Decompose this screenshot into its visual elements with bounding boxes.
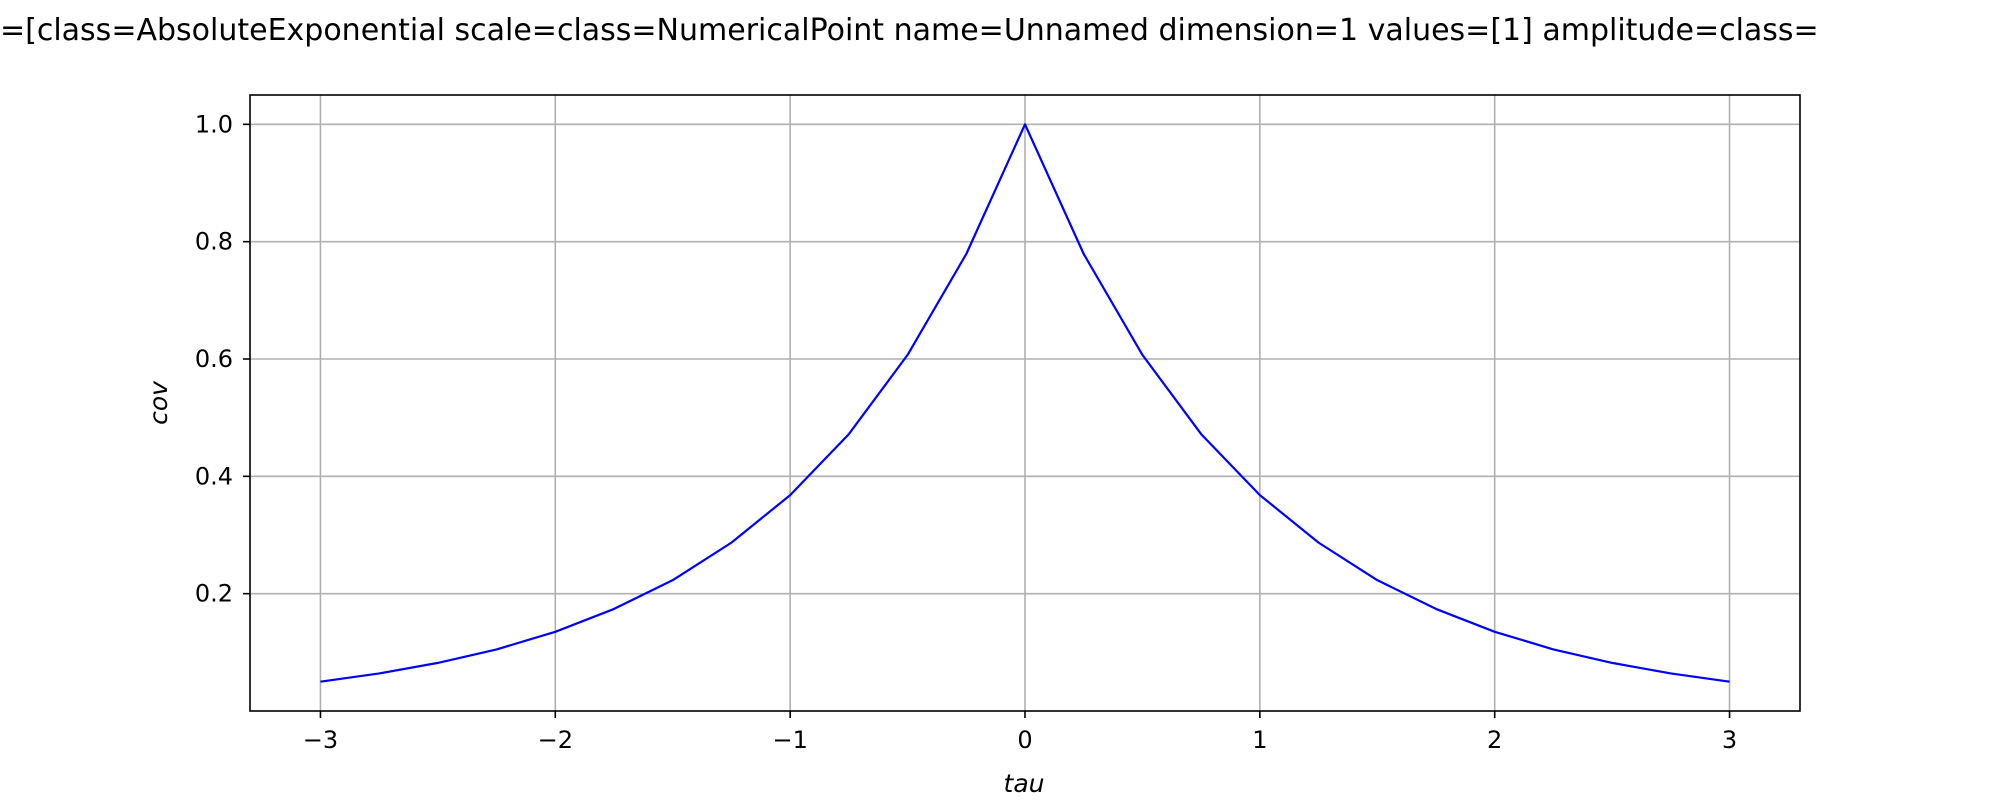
x-tick-label: 2: [1487, 726, 1502, 754]
data-point: [1728, 681, 1730, 683]
x-axis-label: tau: [1004, 769, 1045, 798]
data-point: [1083, 253, 1085, 255]
x-tick-label: −3: [303, 726, 338, 754]
data-point: [1200, 433, 1202, 435]
x-tick-label: 1: [1252, 726, 1267, 754]
chart-title: =[class=AbsoluteExponential scale=class=…: [0, 13, 1819, 48]
x-tick-label: 3: [1722, 726, 1737, 754]
data-point: [730, 542, 732, 544]
y-tick-label: 0.8: [195, 228, 233, 256]
y-tick-label: 0.2: [195, 580, 233, 608]
data-point: [1435, 608, 1437, 610]
data-point: [1552, 648, 1554, 650]
data-point: [1141, 354, 1143, 356]
data-point: [1376, 579, 1378, 581]
y-tick-label: 0.4: [195, 462, 233, 490]
data-point: [1611, 662, 1613, 664]
x-tick-label: −2: [538, 726, 573, 754]
data-point: [495, 648, 497, 650]
data-point: [1670, 672, 1672, 674]
data-point: [1024, 123, 1026, 125]
grid: [250, 95, 1800, 711]
data-point: [1317, 542, 1319, 544]
x-axis-ticks: −3 −2 −1 0 1 2 3: [303, 711, 1737, 754]
data-point: [378, 672, 380, 674]
data-point: [437, 662, 439, 664]
data-point: [789, 494, 791, 496]
x-tick-label: 0: [1017, 726, 1032, 754]
data-point: [554, 631, 556, 633]
y-axis-ticks: 0.2 0.4 0.6 0.8 1.0: [195, 110, 250, 608]
data-point: [965, 253, 967, 255]
data-point: [672, 579, 674, 581]
data-point: [1494, 631, 1496, 633]
data-point: [613, 608, 615, 610]
data-point: [319, 681, 321, 683]
series-line: [320, 123, 1730, 683]
data-point: [1259, 494, 1261, 496]
data-point: [906, 354, 908, 356]
series-layer: [319, 123, 1730, 683]
x-tick-label: −1: [772, 726, 807, 754]
data-point: [848, 433, 850, 435]
y-tick-label: 1.0: [195, 110, 233, 138]
y-axis-label: cov: [144, 380, 173, 425]
y-tick-label: 0.6: [195, 345, 233, 373]
